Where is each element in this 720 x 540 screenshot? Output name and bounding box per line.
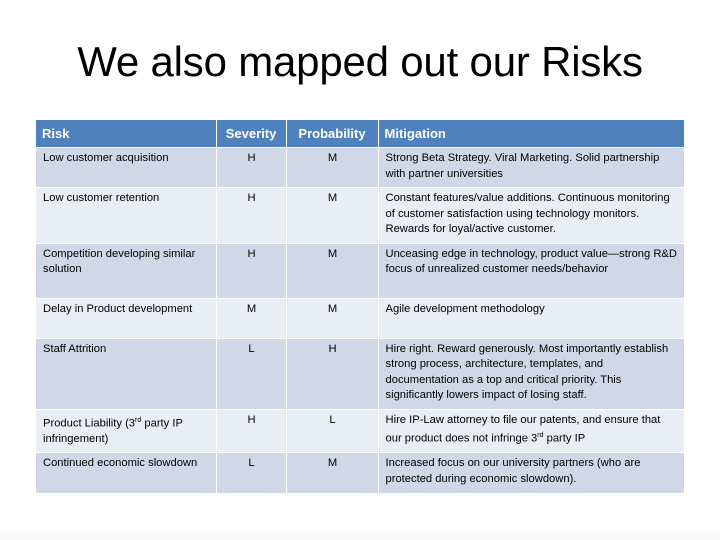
probability-cell: M: [286, 452, 379, 493]
mitigation-cell: Strong Beta Strategy. Viral Marketing. S…: [378, 147, 684, 188]
severity-cell: H: [216, 242, 287, 298]
mitigation-text-post: party IP: [543, 432, 586, 445]
table-row: Staff Attrition L H Hire right. Reward g…: [36, 337, 684, 409]
table-row: Continued economic slowdown L M Increase…: [36, 452, 684, 493]
severity-cell: H: [216, 187, 287, 243]
slide-bottom-fade: [0, 526, 720, 540]
risk-cell: Delay in Product development: [36, 297, 217, 338]
severity-cell: H: [216, 408, 287, 453]
probability-cell: M: [286, 187, 379, 243]
table-row: Delay in Product development M M Agile d…: [36, 297, 684, 338]
table-row: Product Liability (3rd party IP infringe…: [36, 408, 684, 453]
superscript: rd: [135, 416, 142, 424]
mitigation-cell: Constant features/value additions. Conti…: [378, 187, 684, 243]
probability-cell: M: [286, 297, 379, 338]
risk-table: Risk Severity Probability Mitigation Low…: [36, 120, 684, 493]
mitigation-cell: Agile development methodology: [378, 297, 684, 338]
risk-cell: Competition developing similar solution: [36, 242, 217, 298]
mitigation-cell: Increased focus on our university partne…: [378, 452, 684, 493]
risk-text-pre: Product Liability (3: [43, 417, 136, 430]
probability-cell: M: [286, 147, 379, 188]
risk-cell: Continued economic slowdown: [36, 452, 217, 493]
risk-cell: Low customer acquisition: [36, 147, 217, 188]
table-header-row: Risk Severity Probability Mitigation: [36, 120, 684, 148]
severity-cell: H: [216, 147, 287, 188]
header-severity: Severity: [216, 120, 287, 148]
mitigation-cell: Hire right. Reward generously. Most impo…: [378, 337, 684, 409]
severity-cell: M: [216, 297, 287, 338]
probability-cell: H: [286, 337, 379, 409]
probability-cell: L: [286, 408, 379, 453]
probability-cell: M: [286, 242, 379, 298]
header-probability: Probability: [286, 120, 379, 148]
table-row: Low customer retention H M Constant feat…: [36, 187, 684, 243]
severity-cell: L: [216, 452, 287, 493]
risk-cell: Product Liability (3rd party IP infringe…: [36, 408, 217, 453]
risk-text-post: party IP infringement): [43, 417, 183, 445]
mitigation-text-pre: Hire IP-Law attorney to file our patents…: [385, 413, 661, 445]
mitigation-cell: Hire IP-Law attorney to file our patents…: [378, 408, 684, 453]
superscript: rd: [537, 432, 544, 439]
slide-title: We also mapped out our Risks: [77, 38, 643, 85]
table-row: Low customer acquisition H M Strong Beta…: [36, 147, 684, 188]
risk-cell: Staff Attrition: [36, 337, 217, 409]
severity-cell: L: [216, 337, 287, 409]
table-row: Competition developing similar solution …: [36, 242, 684, 298]
header-risk: Risk: [36, 120, 217, 148]
mitigation-cell: Unceasing edge in technology, product va…: [378, 242, 684, 298]
header-mitigation: Mitigation: [378, 120, 684, 148]
risk-cell: Low customer retention: [36, 187, 217, 243]
